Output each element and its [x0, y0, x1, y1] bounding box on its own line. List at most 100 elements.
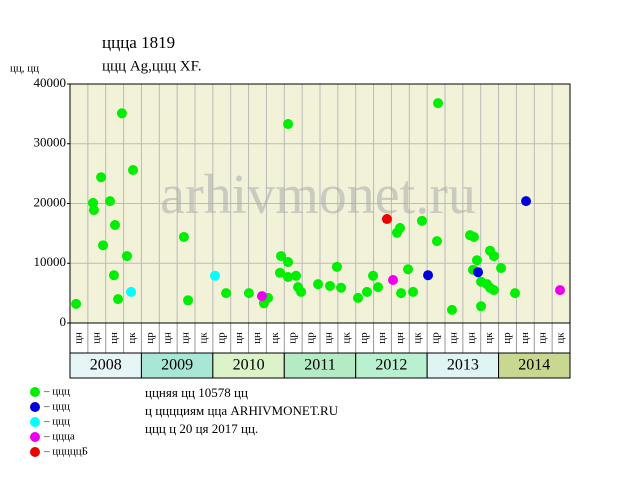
y-tick-label: 30000	[34, 135, 67, 150]
point	[243, 288, 254, 299]
chart-title: ццца 1819	[102, 33, 175, 52]
point	[283, 271, 294, 282]
point	[210, 270, 220, 281]
y-tick-label: 40000	[34, 75, 67, 90]
point	[88, 205, 99, 216]
point	[368, 270, 379, 281]
point	[183, 295, 194, 306]
note: ццц ц 20 ця 2017 цц.	[145, 421, 258, 436]
note: ц цццциям цца ARHIVMONET.RU	[145, 403, 339, 418]
year-cell	[212, 352, 285, 379]
point	[521, 196, 532, 207]
point	[96, 172, 107, 183]
point	[116, 108, 127, 119]
column-label: цк	[555, 332, 567, 344]
point	[488, 251, 499, 262]
year-cell	[426, 352, 500, 379]
point	[126, 286, 137, 297]
column-label: цн	[537, 332, 549, 344]
point	[433, 98, 444, 109]
point	[361, 286, 372, 297]
column-label: цк	[269, 332, 281, 344]
chart-subtitle: ццц Ag,ццц XF.	[102, 58, 201, 74]
point	[476, 301, 487, 312]
point	[291, 270, 302, 281]
column-label: цр	[501, 332, 513, 344]
column-label: цн	[519, 332, 531, 344]
year-label: 2013	[447, 357, 479, 374]
point	[471, 255, 482, 266]
legend-marker	[30, 432, 40, 442]
year-label: 2014	[518, 357, 550, 374]
column-label: цр	[305, 332, 317, 344]
column-label: цр	[144, 332, 156, 344]
column-label: цр	[215, 332, 227, 344]
column-label: цр	[358, 332, 370, 344]
point	[555, 285, 565, 296]
column-band	[69, 322, 571, 354]
column-label: цк	[483, 332, 495, 344]
point	[325, 280, 335, 291]
point	[423, 270, 434, 281]
column-label: цн	[90, 332, 102, 344]
y-tick-label: 0	[60, 314, 67, 329]
legend-marker	[30, 402, 40, 412]
column-label: цк	[197, 332, 209, 344]
point	[121, 251, 132, 262]
year-label: 2012	[375, 357, 407, 374]
column-label: цн	[447, 332, 459, 344]
point	[381, 214, 392, 225]
year-label: 2009	[161, 357, 193, 374]
legend-marker	[30, 447, 40, 457]
year-cell	[355, 352, 428, 379]
point	[113, 294, 124, 305]
point	[128, 165, 139, 176]
point	[431, 236, 442, 247]
point	[108, 270, 119, 281]
point	[408, 286, 419, 297]
year-cell	[140, 352, 214, 379]
column-label: цр	[430, 332, 442, 344]
column-label: цн	[108, 332, 120, 344]
point	[416, 215, 427, 226]
column-label: цн	[180, 332, 192, 344]
column-label: цн	[251, 332, 263, 344]
legend-label: – цццццБ	[43, 446, 88, 458]
point	[178, 231, 189, 242]
legend-label: – ццца	[43, 431, 75, 443]
point	[275, 267, 285, 278]
column-label: цн	[465, 332, 477, 344]
column-label: цн	[322, 332, 334, 344]
column-label: цн	[233, 332, 245, 344]
point	[276, 251, 287, 262]
point	[331, 261, 342, 272]
point	[221, 288, 232, 299]
y-tick-label: 10000	[34, 254, 67, 269]
column-label: цн	[162, 332, 174, 344]
column-label: цк	[126, 332, 138, 344]
point	[473, 267, 484, 278]
point	[403, 264, 414, 275]
year-label: 2008	[90, 357, 122, 374]
point	[395, 222, 405, 233]
column-label: цк	[412, 332, 424, 344]
column-label: цн	[394, 332, 406, 344]
point	[313, 279, 324, 290]
point	[110, 220, 120, 231]
note: ццняя цц 10578 цц	[145, 385, 248, 400]
point	[98, 240, 109, 251]
point	[496, 263, 507, 274]
point	[105, 196, 115, 207]
column-label: цр	[287, 332, 299, 344]
year-label: 2011	[304, 357, 335, 374]
point	[396, 288, 407, 299]
point	[256, 291, 267, 302]
legend-marker	[30, 417, 40, 427]
point	[373, 282, 384, 293]
point	[353, 292, 364, 303]
column-label: цн	[72, 332, 84, 344]
point	[296, 286, 307, 297]
y-axis-label: цц, цц	[10, 63, 39, 75]
point	[488, 285, 499, 296]
